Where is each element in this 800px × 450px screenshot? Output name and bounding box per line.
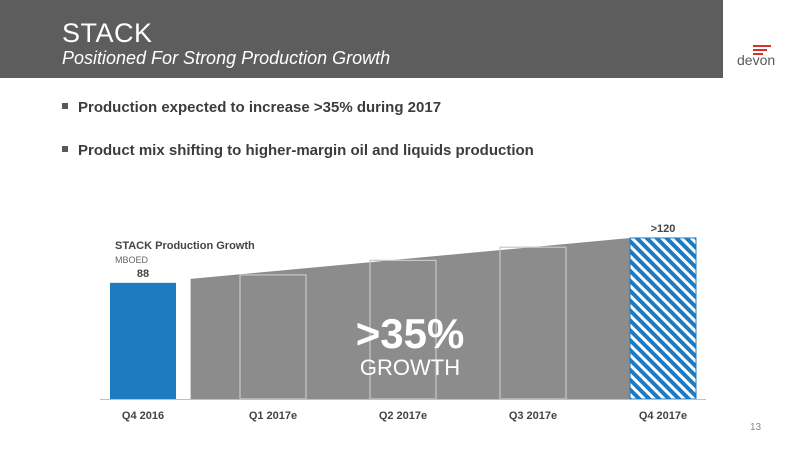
chart-unit: MBOED [115, 255, 149, 265]
page-subtitle: Positioned For Strong Production Growth [62, 48, 391, 68]
page-title: STACK [62, 18, 153, 48]
bullet-text: Product mix shifting to higher-margin oi… [78, 142, 534, 159]
bullet-item: Production expected to increase >35% dur… [62, 99, 441, 116]
bar-q4-2016 [110, 282, 176, 399]
bullet-square-icon [62, 146, 68, 152]
growth-percent: >35% [355, 310, 465, 357]
data-label: >120 [651, 223, 676, 235]
devon-logo: devon [723, 38, 800, 78]
x-tick-label: Q2 2017e [379, 410, 427, 422]
chart-title: STACK Production Growth [115, 240, 255, 252]
x-tick-label: Q1 2017e [249, 410, 297, 422]
bullet-text: Production expected to increase >35% dur… [78, 99, 442, 116]
page-number: 13 [750, 422, 762, 433]
bullet-item: Product mix shifting to higher-margin oi… [62, 142, 534, 159]
header-bar: STACK Positioned For Strong Production G… [0, 0, 723, 78]
x-tick-label: Q3 2017e [509, 410, 557, 422]
logo-text: devon [737, 52, 776, 68]
logo-mark [753, 45, 771, 57]
growth-text: GROWTH [359, 355, 461, 380]
bar-q4-2017e [629, 237, 697, 400]
x-tick-label: Q4 2016 [122, 410, 164, 422]
data-label: 88 [137, 268, 149, 280]
growth-callout: >35% GROWTH [350, 312, 470, 380]
growth-wedge [190, 237, 630, 399]
x-tick-label: Q4 2017e [639, 410, 687, 422]
bullet-square-icon [62, 103, 68, 109]
